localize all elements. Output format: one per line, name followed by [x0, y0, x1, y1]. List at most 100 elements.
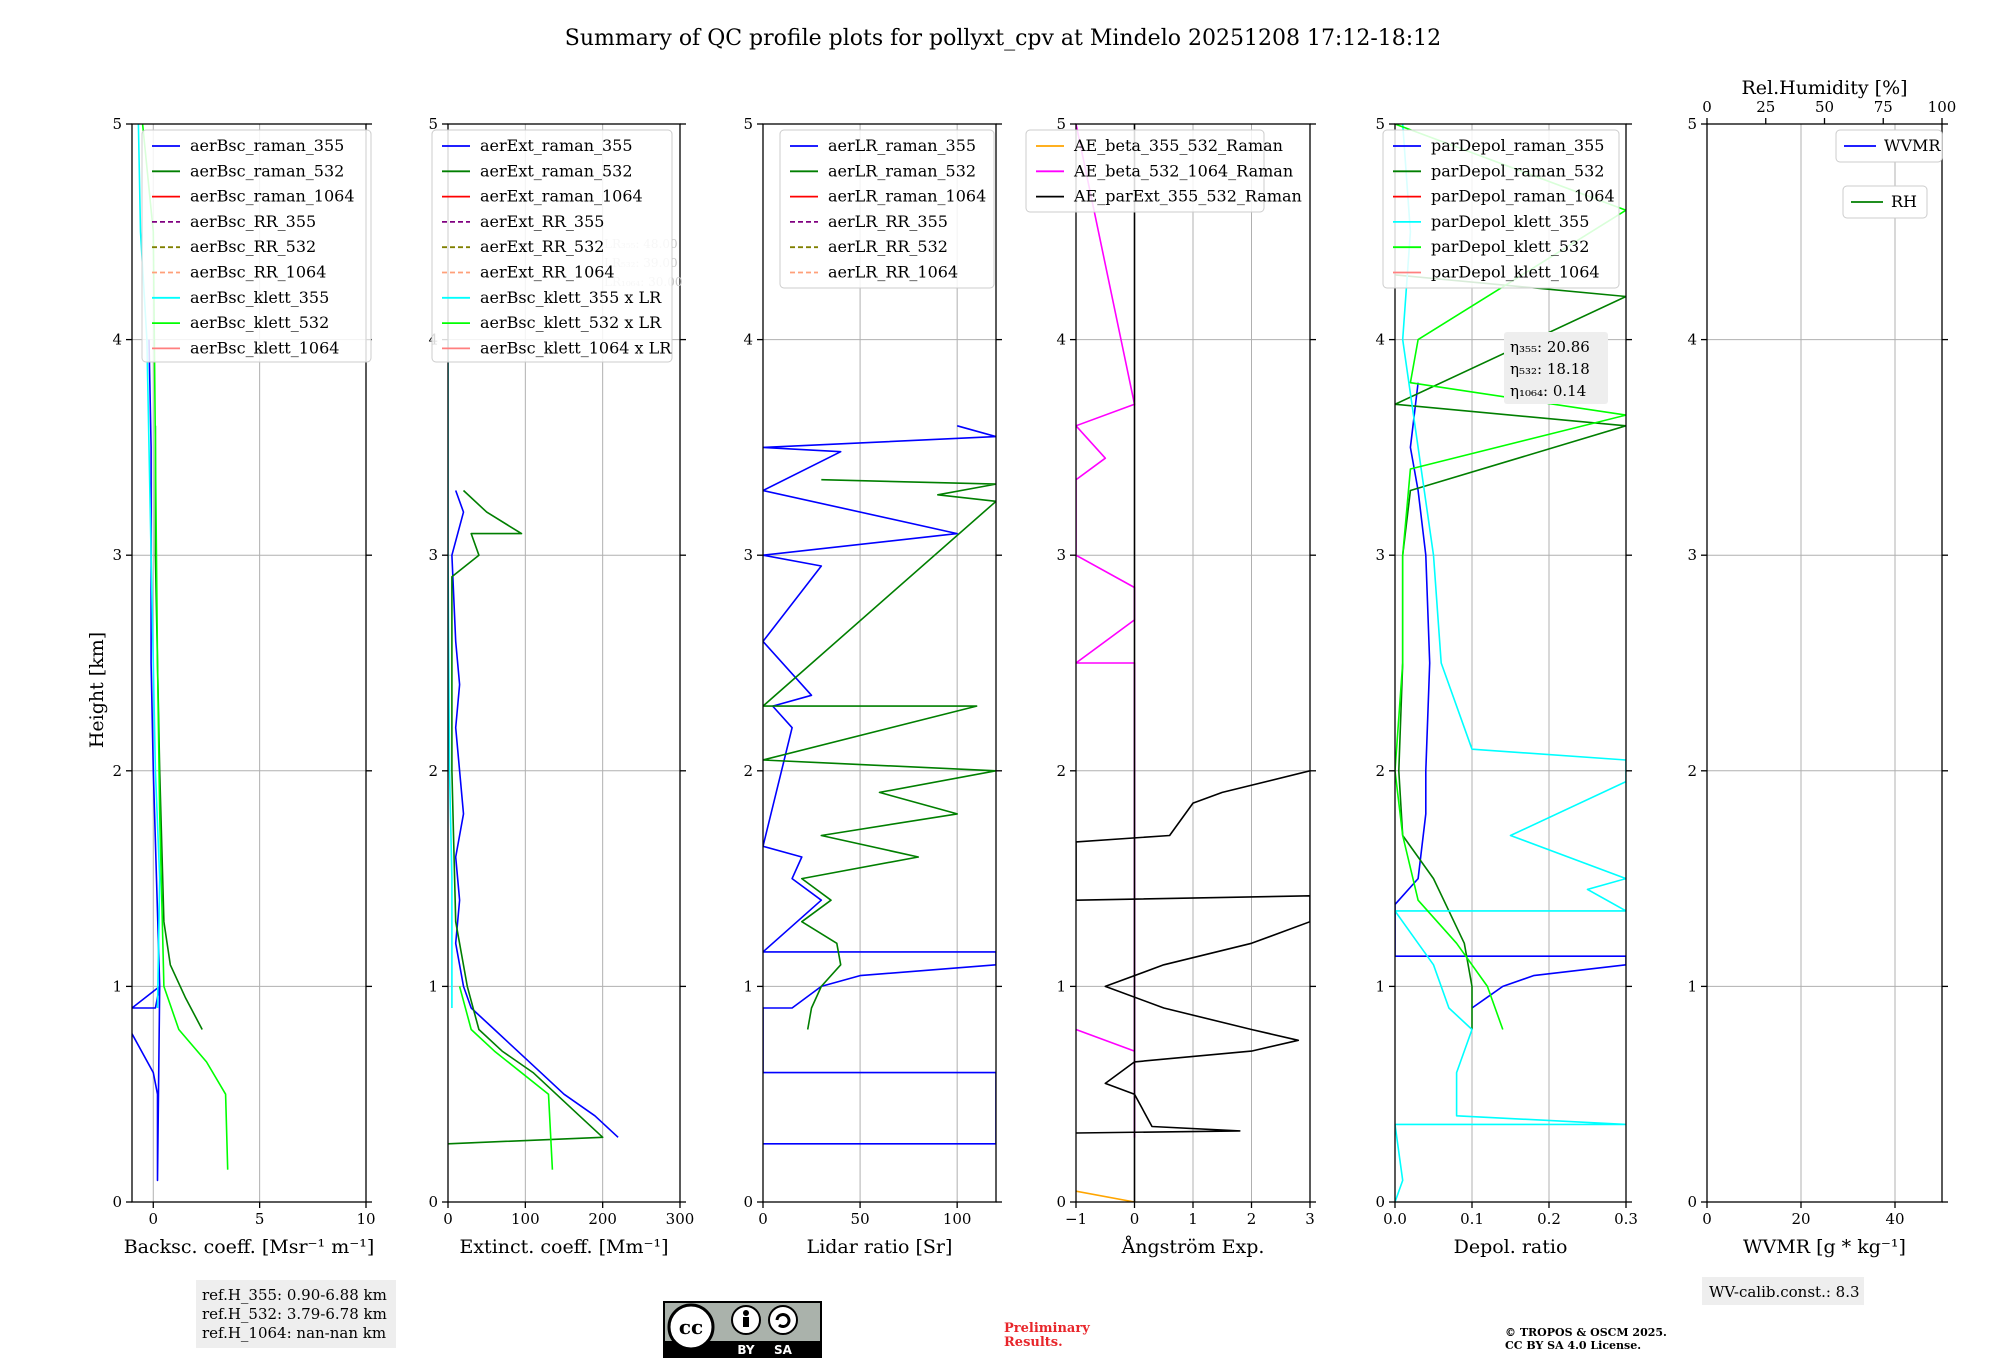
reference-height-box: ref.H_355: 0.90-6.88 km ref.H_532: 3.79-… — [196, 1280, 396, 1348]
preliminary-label: Results. — [1004, 1335, 1063, 1350]
y-tick-label: 4 — [743, 331, 753, 349]
legend-entry: aerBsc_RR_355 — [190, 212, 316, 231]
y-tick-label: 3 — [428, 546, 438, 564]
series-line-AE_beta_355_532_Raman — [1076, 1190, 1135, 1202]
legend-entry: aerLR_RR_355 — [828, 212, 948, 231]
legend: AE_beta_355_532_Raman AE_beta_532_1064_Ra… — [1025, 129, 1302, 213]
top-x-tick-label: 0 — [1702, 98, 1712, 116]
x-tick-label: 0 — [148, 1210, 158, 1228]
x-tick-label: 40 — [1885, 1210, 1904, 1228]
chart-title: Summary of QC profile plots for pollyxt_… — [565, 26, 1441, 51]
series-line-aerBsc_klett_532 x LR — [458, 986, 554, 1170]
series-line-parDepol_raman_355 — [1395, 382, 1626, 1009]
y-tick-label: 5 — [743, 115, 753, 133]
x-axis-label: Ångström Exp. — [1121, 1236, 1265, 1258]
y-tick-label: 5 — [1056, 115, 1066, 133]
y-tick-label: 4 — [1687, 331, 1697, 349]
legend-entry: aerLR_raman_355 — [828, 136, 976, 155]
panel-ext: 0100200300012345Extinct. coeff. [Mm⁻¹]LR… — [428, 115, 694, 1258]
x-tick-label: 100 — [511, 1210, 540, 1228]
y-tick-label: 0 — [743, 1193, 753, 1211]
legend-entry: parDepol_raman_355 — [1431, 136, 1604, 155]
copyright: © TROPOS & OSCM 2025. — [1505, 1326, 1667, 1339]
legend-box — [779, 129, 995, 289]
legend-box — [1835, 129, 1943, 163]
y-tick-label: 0 — [112, 1193, 122, 1211]
y-tick-label: 3 — [1687, 546, 1697, 564]
x-tick-label: 0.1 — [1460, 1210, 1484, 1228]
y-tick-label: 3 — [112, 546, 122, 564]
axes-frame — [1706, 123, 1943, 1203]
x-axis-label: Extinct. coeff. [Mm⁻¹] — [459, 1236, 668, 1258]
legend-entry: aerBsc_klett_1064 — [190, 338, 339, 357]
top-axis-label: Rel.Humidity [%] — [1741, 77, 1907, 99]
y-tick-label: 5 — [428, 115, 438, 133]
y-tick-label: 1 — [428, 977, 438, 995]
series-line-aerLR_raman_532 — [763, 478, 996, 1030]
legend-entry: WVMR — [1884, 136, 1941, 155]
legend: parDepol_raman_355 parDepol_raman_532 parD… — [1382, 129, 1620, 289]
cc-license-badge: cc BY SA — [663, 1301, 822, 1358]
x-axis-label: Depol. ratio — [1454, 1236, 1568, 1258]
x-tick-label: 0.0 — [1383, 1210, 1407, 1228]
wv-calib-note: WV-calib.const.: 8.3 — [1709, 1283, 1860, 1301]
y-tick-label: 0 — [1375, 1193, 1385, 1211]
x-tick-label: 50 — [851, 1210, 870, 1228]
legend-entry: parDepol_raman_532 — [1431, 161, 1604, 180]
eta-value: η₃₅₅: 20.86 — [1510, 338, 1590, 356]
legend-box — [431, 129, 673, 363]
top-x-tick-label: 75 — [1874, 98, 1893, 116]
y-tick-label: 1 — [1056, 977, 1066, 995]
legend-box — [1382, 129, 1620, 289]
legend-entry: parDepol_klett_1064 — [1431, 263, 1600, 282]
legend-entry: parDepol_raman_1064 — [1431, 187, 1615, 206]
legend-entry: aerBsc_klett_1064 x LR — [480, 338, 672, 357]
license-text: CC BY SA 4.0 License. — [1505, 1339, 1641, 1352]
x-tick-label: 20 — [1791, 1210, 1810, 1228]
legend-entry: aerExt_raman_1064 — [480, 187, 643, 206]
legend-entry: aerBsc_klett_355 — [190, 288, 329, 307]
legend-entry: aerLR_RR_1064 — [828, 263, 958, 282]
series-line-parDepol_klett_355 — [1395, 124, 1626, 1202]
eta-annotation: η₃₅₅: 20.86 η₅₃₂: 18.18 η₁₀₆₄: 0.14 — [1504, 332, 1608, 404]
series-group — [1076, 124, 1310, 1202]
series-line-AE_beta_532_1064_Raman — [1076, 124, 1136, 1139]
axes-frame — [1394, 123, 1627, 1203]
legend-entry: aerLR_raman_1064 — [828, 187, 986, 206]
axes-frame — [447, 123, 681, 1203]
legend-box — [1025, 129, 1265, 213]
x-tick-label: 10 — [356, 1210, 375, 1228]
series-line-AE_parExt_355_532_Raman — [1076, 770, 1310, 1134]
wv-calib-box: WV-calib.const.: 8.3 — [1702, 1277, 1864, 1305]
legend-entry: aerExt_RR_1064 — [480, 263, 615, 282]
legend-entry: aerBsc_raman_1064 — [190, 187, 355, 206]
x-tick-label: −1 — [1065, 1210, 1087, 1228]
legend-entry: aerLR_raman_532 — [828, 161, 976, 180]
y-tick-label: 1 — [1375, 977, 1385, 995]
top-x-tick-label: 100 — [1928, 98, 1957, 116]
y-tick-label: 3 — [1375, 546, 1385, 564]
y-tick-label: 0 — [1687, 1193, 1697, 1211]
legend-entry: aerBsc_klett_532 — [190, 313, 329, 332]
panel-lr: 0 50 100 0 1 2 3 4 5 Lidar ratio [Sr] aerLR_raman_… — [743, 115, 1002, 1258]
series-line-aerBsc_raman_532 — [154, 425, 203, 1030]
series-line-aerExt_raman_532 — [448, 489, 604, 1145]
y-tick-label: 2 — [428, 762, 438, 780]
legend-entry: aerBsc_RR_532 — [190, 237, 316, 256]
y-tick-label: 2 — [743, 762, 753, 780]
legend-entry: parDepol_klett_355 — [1431, 212, 1589, 231]
legend-entry: aerExt_RR_355 — [480, 212, 604, 231]
axes-frame — [131, 123, 367, 1203]
y-tick-label: 1 — [1687, 977, 1697, 995]
legend: aerLR_raman_355 aerLR_raman_532 aerLR_rama… — [779, 129, 995, 289]
x-tick-label: 0 — [1130, 1210, 1140, 1228]
y-tick-label: 0 — [428, 1193, 438, 1211]
legend-entry: aerExt_RR_532 — [480, 237, 604, 256]
y-tick-label: 5 — [1687, 115, 1697, 133]
x-axis-label: WVMR [g * kg⁻¹] — [1743, 1236, 1906, 1258]
y-tick-label: 2 — [1375, 762, 1385, 780]
series-line-aerBsc_klett_532 — [141, 124, 229, 1170]
eta-value: η₅₃₂: 18.18 — [1510, 360, 1590, 378]
